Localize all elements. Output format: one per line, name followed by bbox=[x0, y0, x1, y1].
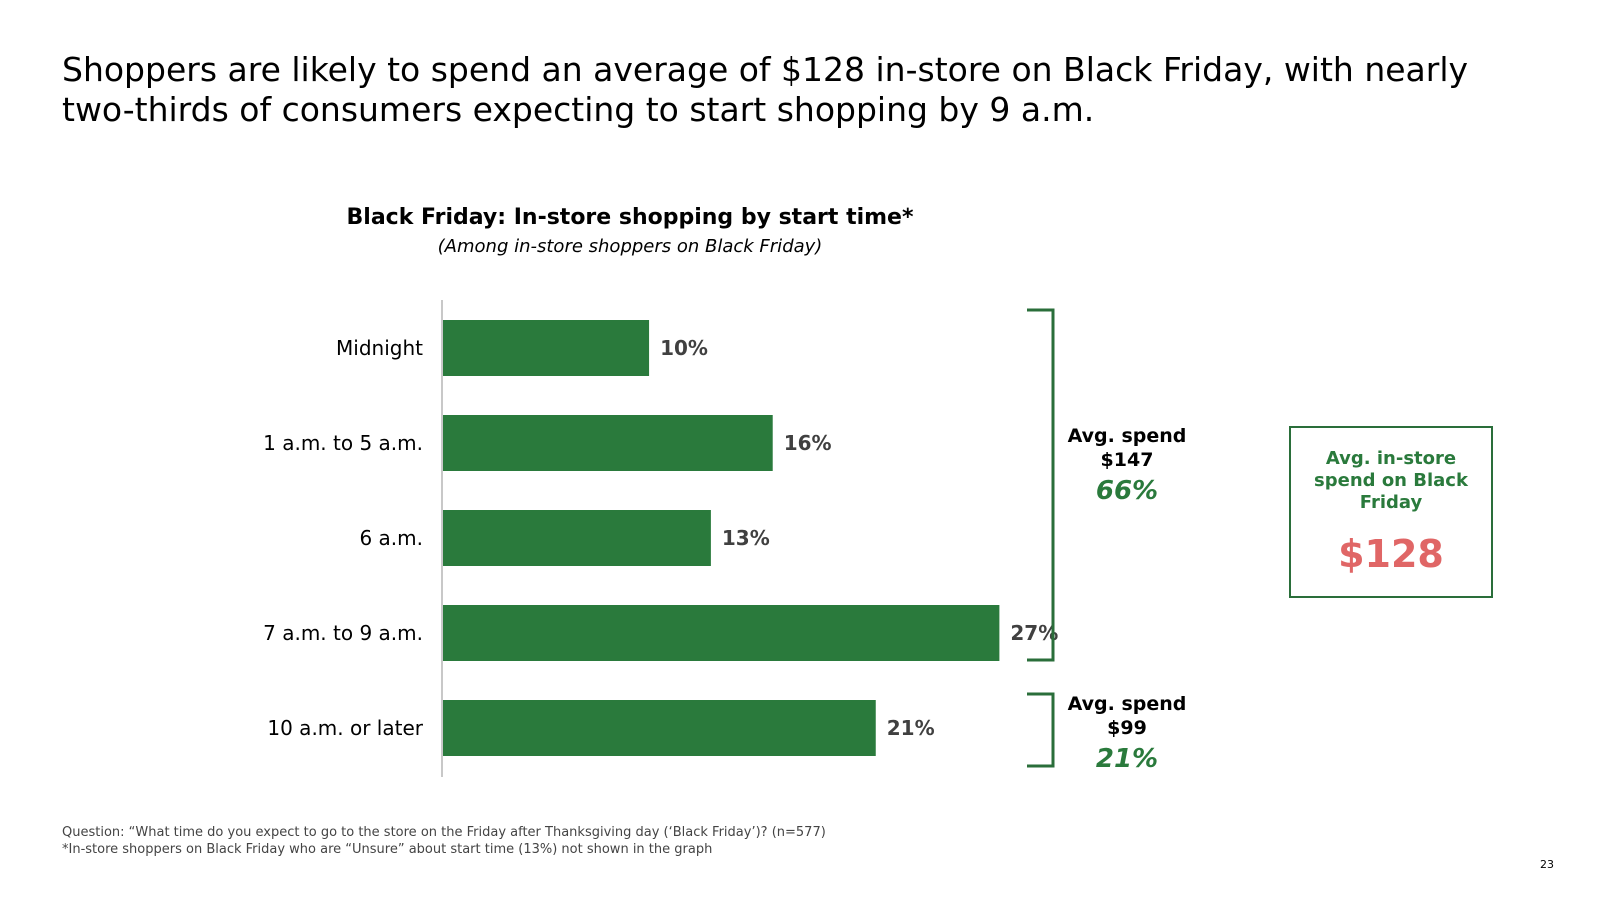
data-label: 10% bbox=[660, 336, 708, 360]
bracket-lower bbox=[1027, 692, 1055, 768]
bracket-lower-line2: $99 bbox=[1107, 717, 1147, 739]
category-label: 1 a.m. to 5 a.m. bbox=[263, 431, 423, 455]
question-note: Question: “What time do you expect to go… bbox=[62, 825, 826, 840]
bracket-label-lower: Avg. spend $99 21% bbox=[1037, 692, 1217, 776]
footnotes: Question: “What time do you expect to go… bbox=[62, 824, 826, 858]
bracket-lower-line1: Avg. spend bbox=[1067, 693, 1187, 715]
avg-box-value: $128 bbox=[1338, 532, 1444, 576]
headline: Shoppers are likely to spend an average … bbox=[62, 50, 1469, 129]
bar bbox=[443, 510, 711, 566]
category-label: Midnight bbox=[336, 336, 423, 360]
bracket-upper bbox=[1027, 308, 1055, 662]
bar bbox=[443, 320, 650, 376]
chart-subtitle: (Among in-store shoppers on Black Friday… bbox=[437, 236, 823, 257]
avg-spend-box: Avg. in-store spend on Black Friday $128 bbox=[1289, 426, 1493, 598]
bracket-upper-line1: Avg. spend bbox=[1067, 425, 1187, 447]
data-label: 16% bbox=[784, 431, 832, 455]
chart-title: Black Friday: In-store shopping by start… bbox=[346, 205, 914, 230]
data-label: 13% bbox=[722, 526, 770, 550]
bracket-upper-line2: $147 bbox=[1100, 449, 1154, 471]
unsure-footnote: *In-store shoppers on Black Friday who a… bbox=[62, 842, 713, 857]
category-label: 7 a.m. to 9 a.m. bbox=[263, 621, 423, 645]
category-label: 10 a.m. or later bbox=[267, 716, 423, 740]
bar bbox=[443, 700, 876, 756]
bar bbox=[443, 415, 773, 471]
bracket-lower-pct: 21% bbox=[1095, 744, 1159, 774]
bracket-label-upper: Avg. spend $147 66% bbox=[1037, 424, 1217, 508]
data-label: 27% bbox=[1010, 621, 1058, 645]
bracket-upper-pct: 66% bbox=[1095, 476, 1159, 506]
category-label: 6 a.m. bbox=[359, 526, 423, 550]
avg-box-label: Avg. in-store spend on Black Friday bbox=[1314, 448, 1468, 513]
bar bbox=[443, 605, 1000, 661]
data-label: 21% bbox=[887, 716, 935, 740]
page-number: 23 bbox=[1540, 858, 1554, 871]
